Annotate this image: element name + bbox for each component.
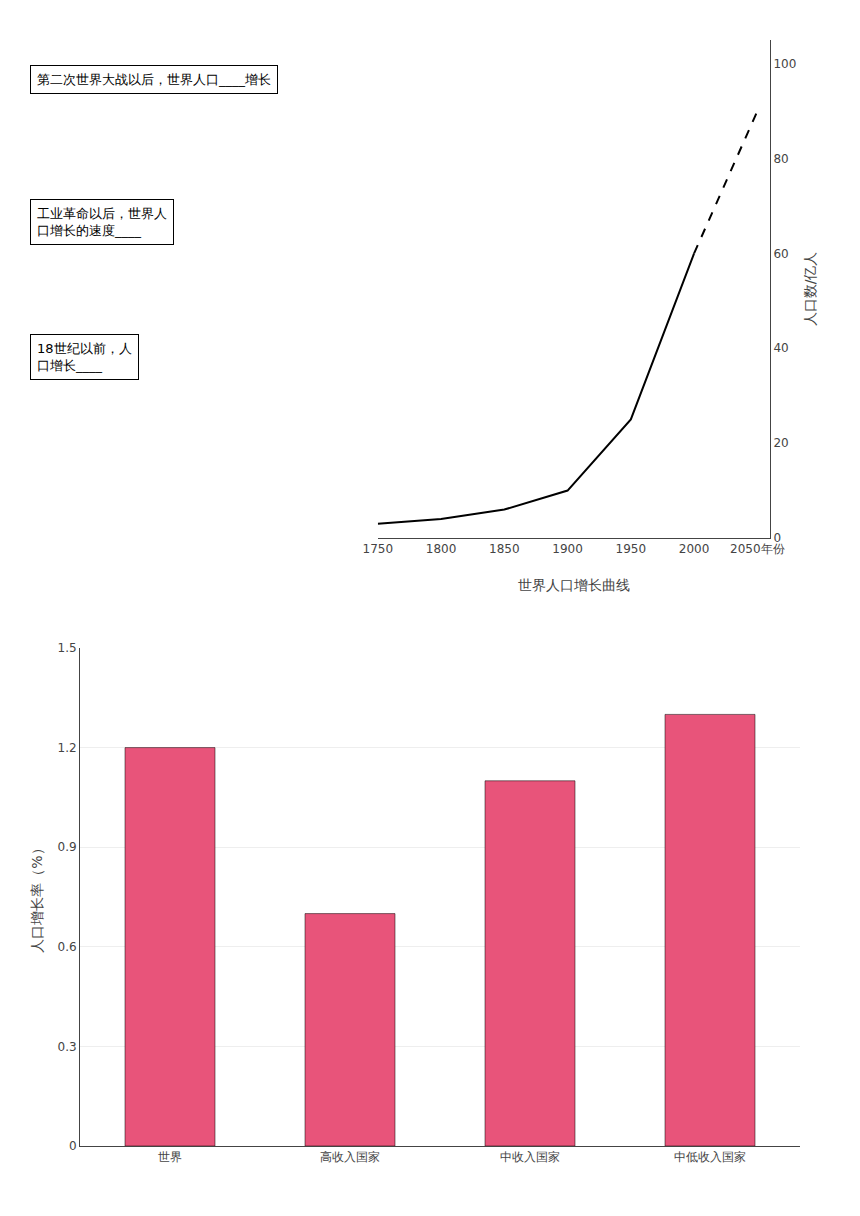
svg-text:1950: 1950 bbox=[616, 542, 647, 556]
svg-text:20: 20 bbox=[773, 436, 788, 450]
svg-text:2000: 2000 bbox=[679, 542, 710, 556]
svg-text:中收入国家: 中收入国家 bbox=[500, 1150, 560, 1164]
svg-text:世界: 世界 bbox=[158, 1150, 182, 1164]
svg-text:1.2: 1.2 bbox=[58, 741, 77, 755]
svg-text:60: 60 bbox=[773, 247, 788, 261]
svg-text:第二次世界大战以后，世界人口____增长: 第二次世界大战以后，世界人口____增长 bbox=[37, 72, 271, 87]
svg-text:40: 40 bbox=[773, 341, 788, 355]
svg-text:0.6: 0.6 bbox=[58, 940, 77, 954]
svg-text:高收入国家: 高收入国家 bbox=[320, 1150, 380, 1164]
svg-text:0.3: 0.3 bbox=[58, 1040, 77, 1054]
svg-text:0: 0 bbox=[773, 531, 781, 545]
svg-text:工业革命以后，世界人口增长的速度____: 工业革命以后，世界人口增长的速度____ bbox=[37, 206, 167, 238]
svg-text:1850: 1850 bbox=[489, 542, 520, 556]
svg-text:0.9: 0.9 bbox=[58, 840, 77, 854]
svg-text:人口数/亿人: 人口数/亿人 bbox=[802, 252, 818, 327]
svg-text:1900: 1900 bbox=[552, 542, 583, 556]
svg-text:2050年份: 2050年份 bbox=[730, 542, 785, 556]
svg-text:80: 80 bbox=[773, 152, 788, 166]
svg-text:人口增长率（%）: 人口增长率（%） bbox=[29, 841, 45, 952]
svg-text:1800: 1800 bbox=[426, 542, 457, 556]
svg-text:18世纪以前，人口增长____: 18世纪以前，人口增长____ bbox=[37, 341, 132, 373]
svg-text:1.5: 1.5 bbox=[58, 641, 77, 655]
svg-text:世界人口增长曲线: 世界人口增长曲线 bbox=[518, 577, 630, 593]
svg-text:中低收入国家: 中低收入国家 bbox=[674, 1150, 746, 1164]
svg-text:0: 0 bbox=[69, 1139, 77, 1153]
svg-text:1750: 1750 bbox=[363, 542, 394, 556]
svg-text:100: 100 bbox=[773, 57, 796, 71]
